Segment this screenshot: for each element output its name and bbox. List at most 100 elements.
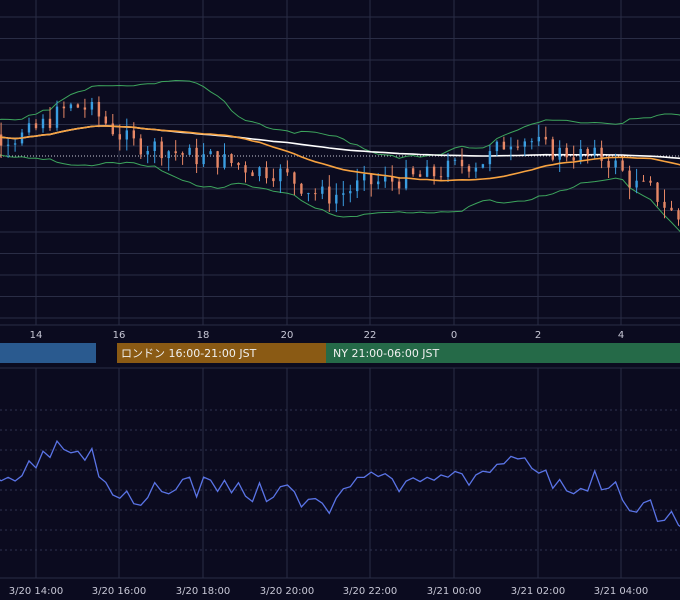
bottom-label-5: 3/21 00:00 (427, 586, 481, 597)
candle-down (600, 147, 603, 161)
oscillator-pane[interactable] (0, 368, 680, 578)
candle-down (237, 162, 240, 166)
candle-up (356, 180, 359, 192)
candle-down (216, 151, 219, 168)
candle-up (279, 168, 282, 182)
candle-up (27, 123, 31, 133)
candle-down (565, 147, 568, 158)
price-pane[interactable] (0, 0, 680, 336)
candle-up (41, 118, 45, 129)
time-label-4: 4 (618, 330, 624, 341)
bottom-label-4: 3/20 22:00 (343, 586, 397, 597)
time-label-22: 22 (364, 330, 377, 341)
candle-down (663, 201, 666, 208)
session-ny-label: NY 21:00-06:00 JST (333, 347, 440, 360)
candle-up (384, 176, 387, 182)
candle-down (195, 147, 198, 165)
candle-up (481, 164, 485, 168)
candle-down (244, 165, 247, 173)
candle-up (593, 147, 596, 155)
candle-down (397, 181, 401, 189)
bottom-label-3: 3/20 20:00 (260, 586, 314, 597)
candle-down (411, 168, 415, 175)
bottom-label-6: 3/21 02:00 (511, 586, 565, 597)
price-pane-background (0, 0, 680, 325)
candle-up (258, 167, 261, 177)
candle-up (307, 193, 310, 195)
time-axis: 14 16 18 20 22 0 2 4 (0, 324, 680, 341)
candle-down (139, 138, 142, 155)
candle-down (293, 172, 296, 184)
time-label-18: 18 (197, 330, 210, 341)
candle-down (76, 104, 80, 108)
oscillator-line (0, 439, 680, 528)
candle-up (488, 151, 492, 165)
candle-down (286, 168, 289, 173)
candle-up (377, 181, 380, 185)
candle-up (90, 102, 94, 110)
candle-down (48, 118, 52, 128)
candle-down (111, 123, 114, 135)
candle-up (69, 104, 73, 109)
candle-down (391, 176, 394, 182)
candle-down (370, 173, 373, 185)
candle-down (656, 182, 659, 202)
candle-up (363, 173, 366, 181)
candle-up (335, 194, 338, 204)
candle-up (153, 141, 156, 151)
candle-down (97, 102, 101, 117)
candle-up (579, 149, 582, 161)
time-label-0: 0 (451, 330, 457, 341)
candle-up (146, 151, 149, 155)
candle-down (432, 166, 436, 177)
candle-down (251, 172, 254, 176)
time-label-20: 20 (281, 330, 294, 341)
candle-up (223, 154, 226, 168)
candle-up (13, 143, 17, 145)
candle-down (265, 167, 268, 179)
oscillator-grid (0, 368, 680, 578)
price-grid (0, 0, 680, 325)
candle-down (104, 116, 107, 124)
candle-up (453, 159, 457, 161)
session-bar: ロンドン 16:00-21:00 JST NY 21:00-06:00 JST (0, 343, 680, 369)
candle-down (314, 193, 317, 195)
candle-up (55, 106, 59, 128)
bottom-time-axis: 3/20 14:00 3/20 16:00 3/20 18:00 3/20 20… (0, 577, 680, 597)
candle-up (635, 180, 638, 188)
bollinger-upper-band (0, 79, 680, 159)
candle-up (202, 154, 205, 165)
candle-down (516, 146, 519, 148)
candle-down (586, 149, 589, 155)
candle-down (502, 141, 506, 150)
session-london[interactable] (117, 343, 326, 363)
candle-down (551, 139, 554, 160)
bottom-label-7: 3/21 04:00 (594, 586, 648, 597)
candle-down (83, 107, 87, 110)
candle-up (342, 193, 345, 195)
session-london-label: ロンドン 16:00-21:00 JST (121, 347, 257, 360)
candle-down (174, 151, 177, 154)
candle-up (446, 160, 450, 177)
time-label-16: 16 (113, 330, 126, 341)
candle-down (677, 210, 680, 220)
candle-up (209, 151, 212, 155)
candle-up (509, 146, 513, 150)
candle-down (230, 154, 233, 163)
candles (0, 96, 680, 226)
moving-average-short (0, 125, 680, 182)
candle-up (349, 191, 352, 194)
candle-down (544, 136, 547, 140)
candle-down (467, 166, 471, 172)
session-ny[interactable] (326, 343, 680, 363)
candle-up (188, 147, 191, 155)
candle-up (614, 160, 617, 168)
candle-down (621, 160, 624, 171)
candle-down (670, 207, 673, 211)
session-tokyo[interactable] (0, 343, 96, 363)
bottom-label-1: 3/20 16:00 (92, 586, 146, 597)
candle-down (132, 130, 135, 139)
candle-down (418, 174, 422, 177)
candle-up (530, 141, 533, 143)
